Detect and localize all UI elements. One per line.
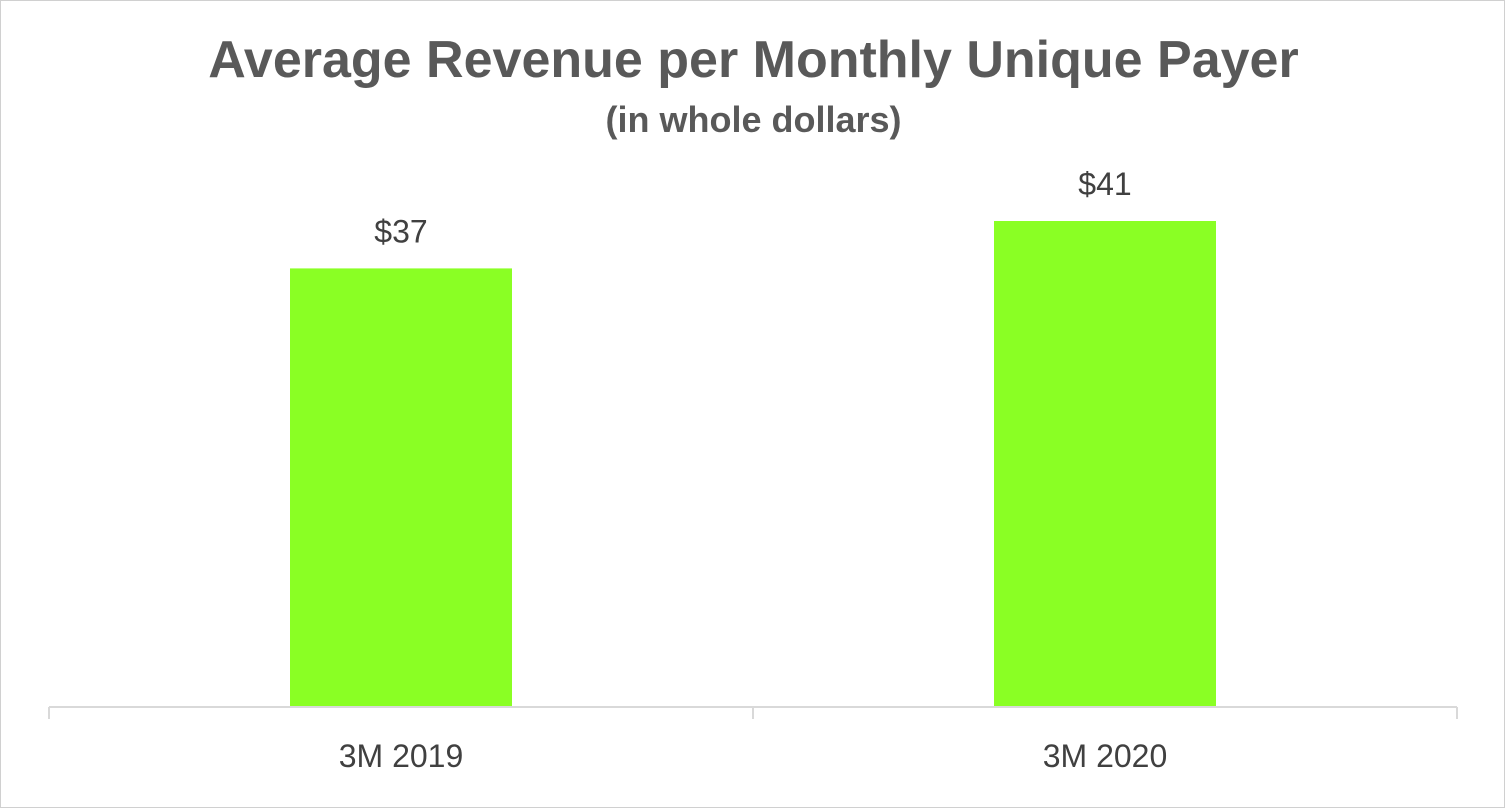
x-tick-label-1: 3M 2019 — [339, 738, 464, 774]
bar-1 — [290, 268, 512, 707]
x-tick-label-2: 3M 2020 — [1043, 738, 1168, 774]
chart-subtitle: (in whole dollars) — [605, 99, 902, 140]
bar-2 — [994, 221, 1216, 707]
data-labels-layer: $37 $41 — [374, 166, 1131, 249]
data-label-2: $41 — [1078, 166, 1131, 202]
data-label-1: $37 — [374, 213, 427, 249]
chart-title: Average Revenue per Monthly Unique Payer — [208, 31, 1299, 89]
x-axis — [48, 706, 1458, 719]
x-axis-tick-labels: 3M 2019 3M 2020 — [339, 738, 1168, 774]
bars-layer — [290, 221, 1216, 707]
